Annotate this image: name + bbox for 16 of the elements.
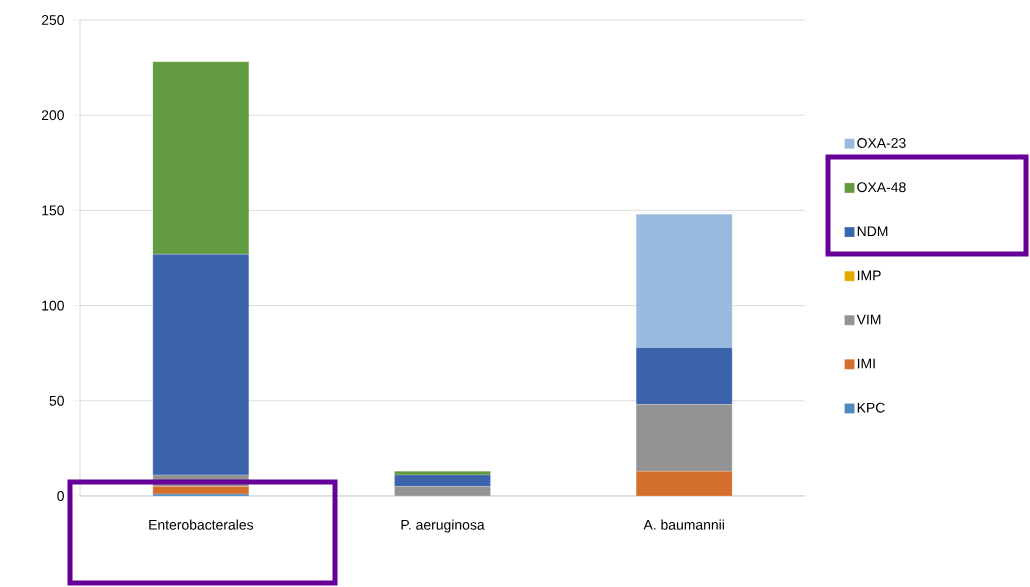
x-tick-label: A. baumannii	[643, 519, 724, 530]
y-tick-label: 0	[57, 491, 64, 501]
y-tick-label: 250	[41, 15, 64, 25]
y-tick-label: 150	[42, 205, 64, 216]
legend-label: KPC	[857, 402, 885, 413]
y-tick-label: 200	[41, 110, 64, 121]
x-tick-label: Enterobacterales	[149, 519, 254, 530]
legend-label: VIM	[856, 314, 881, 325]
x-tick-label: P. aeruginosa	[401, 519, 485, 533]
legend-label: IMP	[857, 270, 881, 281]
legend-label: OXA-23	[857, 138, 906, 148]
legend-label: OXA-48	[857, 182, 906, 193]
legend-label: NDM	[857, 226, 888, 237]
y-tick-label: 50	[49, 395, 64, 406]
legend-label: IMI	[857, 358, 875, 369]
y-tick-label: 100	[42, 300, 64, 311]
